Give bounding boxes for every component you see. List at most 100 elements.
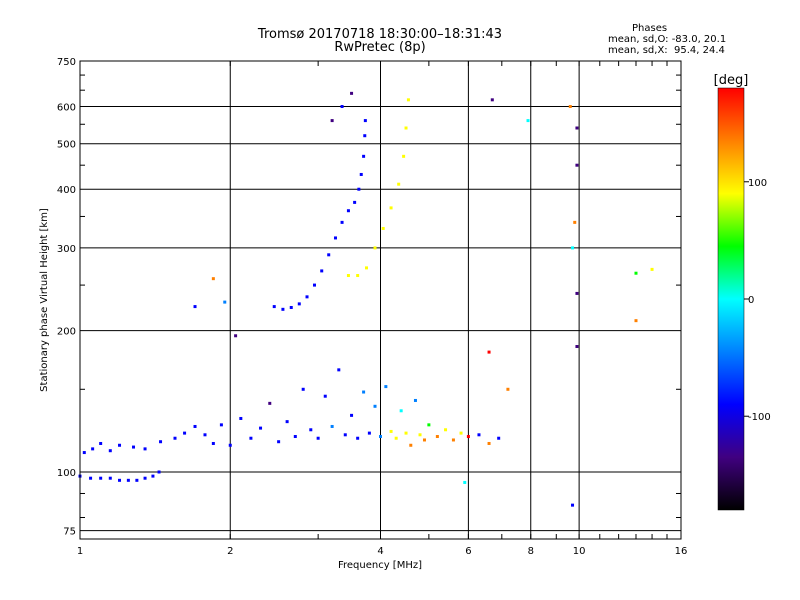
data-point <box>575 126 579 130</box>
data-point <box>99 441 103 445</box>
data-point <box>422 438 426 442</box>
data-point <box>381 226 385 230</box>
data-point <box>350 91 354 95</box>
data-point <box>373 246 377 250</box>
data-point <box>211 441 215 445</box>
x-tick-label: 1 <box>77 546 83 557</box>
axis-ticks: 1 2 4 6 8 10 16 75 100 200 300 400 500 600 750 <box>57 57 687 557</box>
data-point <box>362 390 366 394</box>
data-point <box>327 253 331 257</box>
data-point <box>568 105 572 109</box>
data-point <box>173 436 177 440</box>
x-axis-label: Frequency [MHz] <box>338 560 422 571</box>
data-point <box>249 436 253 440</box>
data-point <box>285 420 289 424</box>
y-tick-label: 100 <box>57 468 76 479</box>
data-point <box>211 277 215 281</box>
data-point <box>356 436 360 440</box>
data-point <box>343 433 347 437</box>
data-point <box>316 436 320 440</box>
colorbar-tick-label: -100 <box>748 412 771 423</box>
data-point <box>82 451 86 455</box>
data-point <box>203 433 207 437</box>
data-point <box>219 423 223 427</box>
data-point <box>418 433 422 437</box>
data-point <box>497 436 501 440</box>
data-point <box>573 220 577 224</box>
data-point <box>126 478 130 482</box>
data-point <box>234 334 238 338</box>
data-point <box>490 98 494 102</box>
data-point <box>333 236 337 240</box>
colorbar-tick-label: 0 <box>748 295 754 306</box>
x-tick-label: 4 <box>377 546 383 557</box>
data-point <box>406 98 410 102</box>
data-point <box>650 267 654 271</box>
data-point <box>143 447 147 451</box>
y-tick-label: 500 <box>57 140 76 151</box>
data-point <box>413 398 417 402</box>
data-point <box>297 302 301 306</box>
data-point <box>399 409 403 413</box>
x-tick-label: 16 <box>675 546 688 557</box>
phases-o-stats: mean, sd,O: -83.0, 20.1 <box>608 34 727 45</box>
data-point <box>357 187 361 191</box>
data-point <box>466 435 470 439</box>
x-tick-label: 6 <box>465 546 471 557</box>
data-point <box>309 428 313 432</box>
data-point <box>239 416 243 420</box>
data-point <box>305 295 309 299</box>
y-axis-label: Stationary phase Virtual Height [km] <box>39 208 50 392</box>
chart-subtitle: RwPretec (8p) <box>334 40 426 55</box>
data-point <box>330 424 334 428</box>
colorbar-label: [deg] <box>714 73 749 88</box>
colorbar-ticks: 100 0 -100 <box>744 178 771 423</box>
data-point <box>362 154 366 158</box>
data-point <box>340 105 344 109</box>
data-point <box>571 246 575 250</box>
data-point <box>157 470 161 474</box>
data-point <box>312 283 316 287</box>
data-points <box>78 91 654 507</box>
data-point <box>356 274 360 278</box>
data-point <box>259 426 263 430</box>
data-point <box>459 431 463 435</box>
data-point <box>384 385 388 389</box>
x-tick-label: 8 <box>528 546 534 557</box>
data-point <box>277 440 281 444</box>
data-point <box>571 503 575 507</box>
data-point <box>223 300 227 304</box>
phases-title: Phases <box>632 23 668 34</box>
data-point <box>135 478 139 482</box>
data-point <box>477 433 481 437</box>
grid-lines <box>79 60 682 539</box>
data-point <box>373 404 377 408</box>
data-point <box>183 431 187 435</box>
y-tick-label: 600 <box>57 103 76 114</box>
data-point <box>346 274 350 278</box>
data-point <box>463 480 467 484</box>
y-tick-label: 300 <box>57 244 76 255</box>
data-point <box>526 119 530 123</box>
data-point <box>397 182 401 186</box>
data-point <box>435 435 439 439</box>
data-point <box>89 476 93 480</box>
data-point <box>346 209 350 213</box>
data-point <box>363 119 367 123</box>
data-point <box>404 126 408 130</box>
data-point <box>272 305 276 309</box>
data-point <box>337 368 341 372</box>
data-point <box>634 319 638 323</box>
data-point <box>402 154 406 158</box>
data-point <box>323 394 327 398</box>
data-point <box>359 172 363 176</box>
data-point <box>99 476 103 480</box>
data-point <box>268 401 272 405</box>
data-point <box>634 271 638 275</box>
y-tick-label: 750 <box>57 57 76 68</box>
data-point <box>575 291 579 295</box>
phases-x-stats: mean, sd,X: 95.4, 24.4 <box>608 45 725 56</box>
data-point <box>159 440 163 444</box>
data-point <box>340 220 344 224</box>
data-point <box>389 206 393 210</box>
